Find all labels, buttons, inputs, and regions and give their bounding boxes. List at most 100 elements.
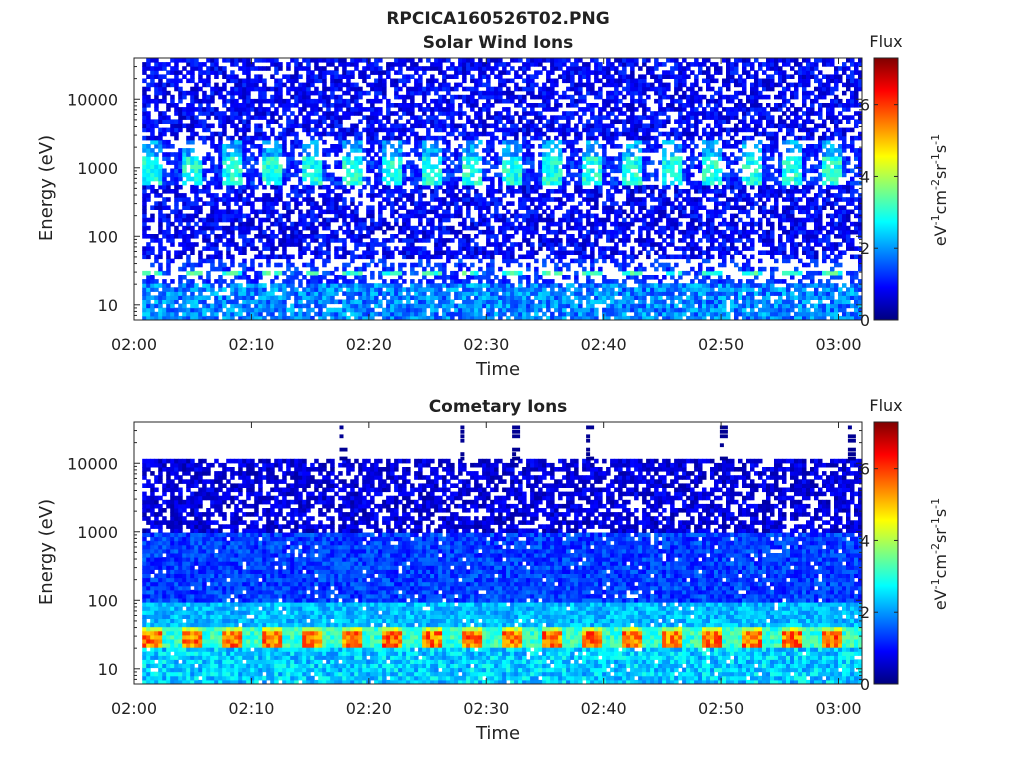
heatmap-cell <box>450 66 455 71</box>
heatmap-cell <box>522 291 527 296</box>
heatmap-cell <box>322 295 327 300</box>
heatmap-cell <box>234 152 239 157</box>
heatmap-cell <box>238 184 243 190</box>
heatmap-cell <box>450 184 455 190</box>
heatmap-cell <box>230 152 235 157</box>
heatmap-cell <box>430 189 435 194</box>
heatmap-cell <box>522 201 527 206</box>
heatmap-cell <box>470 123 475 129</box>
heatmap-cell <box>462 311 467 317</box>
heatmap-cell <box>146 303 151 309</box>
heatmap-cell <box>450 201 455 206</box>
heatmap-cell <box>194 107 199 112</box>
heatmap-cell <box>322 111 327 116</box>
heatmap-cell <box>482 275 487 280</box>
heatmap-cell <box>258 111 263 116</box>
heatmap-cell <box>318 254 323 260</box>
heatmap-cell <box>518 246 523 251</box>
heatmap-cell <box>142 168 147 174</box>
heatmap-cell <box>306 90 311 96</box>
heatmap-cell <box>446 144 451 149</box>
heatmap-cell <box>506 168 511 174</box>
heatmap-cell <box>326 221 331 227</box>
heatmap-cell <box>522 115 527 120</box>
heatmap-cell <box>534 62 539 67</box>
heatmap-cell <box>382 311 387 317</box>
heatmap-cell <box>538 213 543 219</box>
heatmap-cell <box>446 82 451 88</box>
heatmap-cell <box>146 307 151 313</box>
heatmap-cell <box>590 283 595 288</box>
heatmap-cell <box>250 103 255 108</box>
heatmap-cell <box>346 234 351 239</box>
heatmap-cell <box>210 144 215 149</box>
heatmap-cell <box>334 148 339 153</box>
heatmap-cell <box>594 119 599 124</box>
heatmap-cell <box>198 111 203 116</box>
heatmap-cell <box>346 213 351 219</box>
heatmap-cell <box>450 98 455 104</box>
heatmap-cell <box>250 164 255 169</box>
heatmap-cell <box>542 242 547 247</box>
heatmap-cell <box>154 107 159 112</box>
heatmap-cell <box>278 270 283 276</box>
heatmap-cell <box>270 283 275 288</box>
heatmap-cell <box>346 74 351 79</box>
heatmap-cell <box>482 201 487 206</box>
heatmap-cell <box>358 58 363 63</box>
heatmap-cell <box>270 209 275 215</box>
heatmap-cell <box>498 213 503 219</box>
heatmap-cell <box>594 307 599 313</box>
heatmap-cell <box>266 168 271 174</box>
heatmap-cell <box>510 225 515 231</box>
heatmap-cell <box>338 144 343 149</box>
heatmap-cell <box>522 86 527 92</box>
heatmap-cell <box>558 152 563 157</box>
heatmap-cell <box>566 103 571 108</box>
heatmap-cell <box>218 152 223 157</box>
heatmap-cell <box>346 262 351 268</box>
heatmap-cell <box>182 148 187 153</box>
heatmap-cell <box>166 180 171 186</box>
heatmap-cell <box>542 180 547 186</box>
heatmap-cell <box>386 131 391 137</box>
heatmap-cell <box>314 62 319 67</box>
heatmap-cell <box>146 295 151 300</box>
heatmap-cell <box>142 123 147 129</box>
heatmap-cell <box>574 180 579 186</box>
heatmap-cell <box>582 283 587 288</box>
heatmap-cell <box>442 299 447 305</box>
heatmap-cell <box>342 221 347 227</box>
heatmap-cell <box>434 115 439 120</box>
heatmap-cell <box>546 127 551 133</box>
heatmap-cell <box>174 184 179 190</box>
heatmap-cell <box>474 250 479 255</box>
heatmap-cell <box>482 205 487 210</box>
heatmap-cell <box>282 311 287 317</box>
heatmap-cell <box>538 234 543 239</box>
heatmap-cell <box>226 315 231 320</box>
heatmap-cell <box>570 156 575 161</box>
heatmap-cell <box>266 209 271 215</box>
heatmap-cell <box>146 234 151 239</box>
heatmap-cell <box>486 184 491 190</box>
heatmap-cell <box>374 86 379 92</box>
heatmap-cell <box>230 254 235 260</box>
heatmap-cell <box>470 135 475 141</box>
heatmap-cell <box>318 98 323 104</box>
heatmap-cell <box>150 287 155 292</box>
heatmap-cell <box>458 279 463 284</box>
heatmap-cell <box>502 295 507 300</box>
heatmap-cell <box>486 201 491 206</box>
heatmap-cell <box>402 279 407 284</box>
heatmap-cell <box>542 234 547 239</box>
heatmap-cell <box>326 270 331 276</box>
heatmap-cell <box>458 111 463 116</box>
heatmap-cell <box>354 103 359 108</box>
heatmap-cell <box>290 221 295 227</box>
heatmap-cell <box>574 58 579 63</box>
heatmap-cell <box>278 311 283 317</box>
heatmap-cell <box>290 287 295 292</box>
heatmap-cell <box>262 107 267 112</box>
heatmap-cell <box>538 172 543 178</box>
